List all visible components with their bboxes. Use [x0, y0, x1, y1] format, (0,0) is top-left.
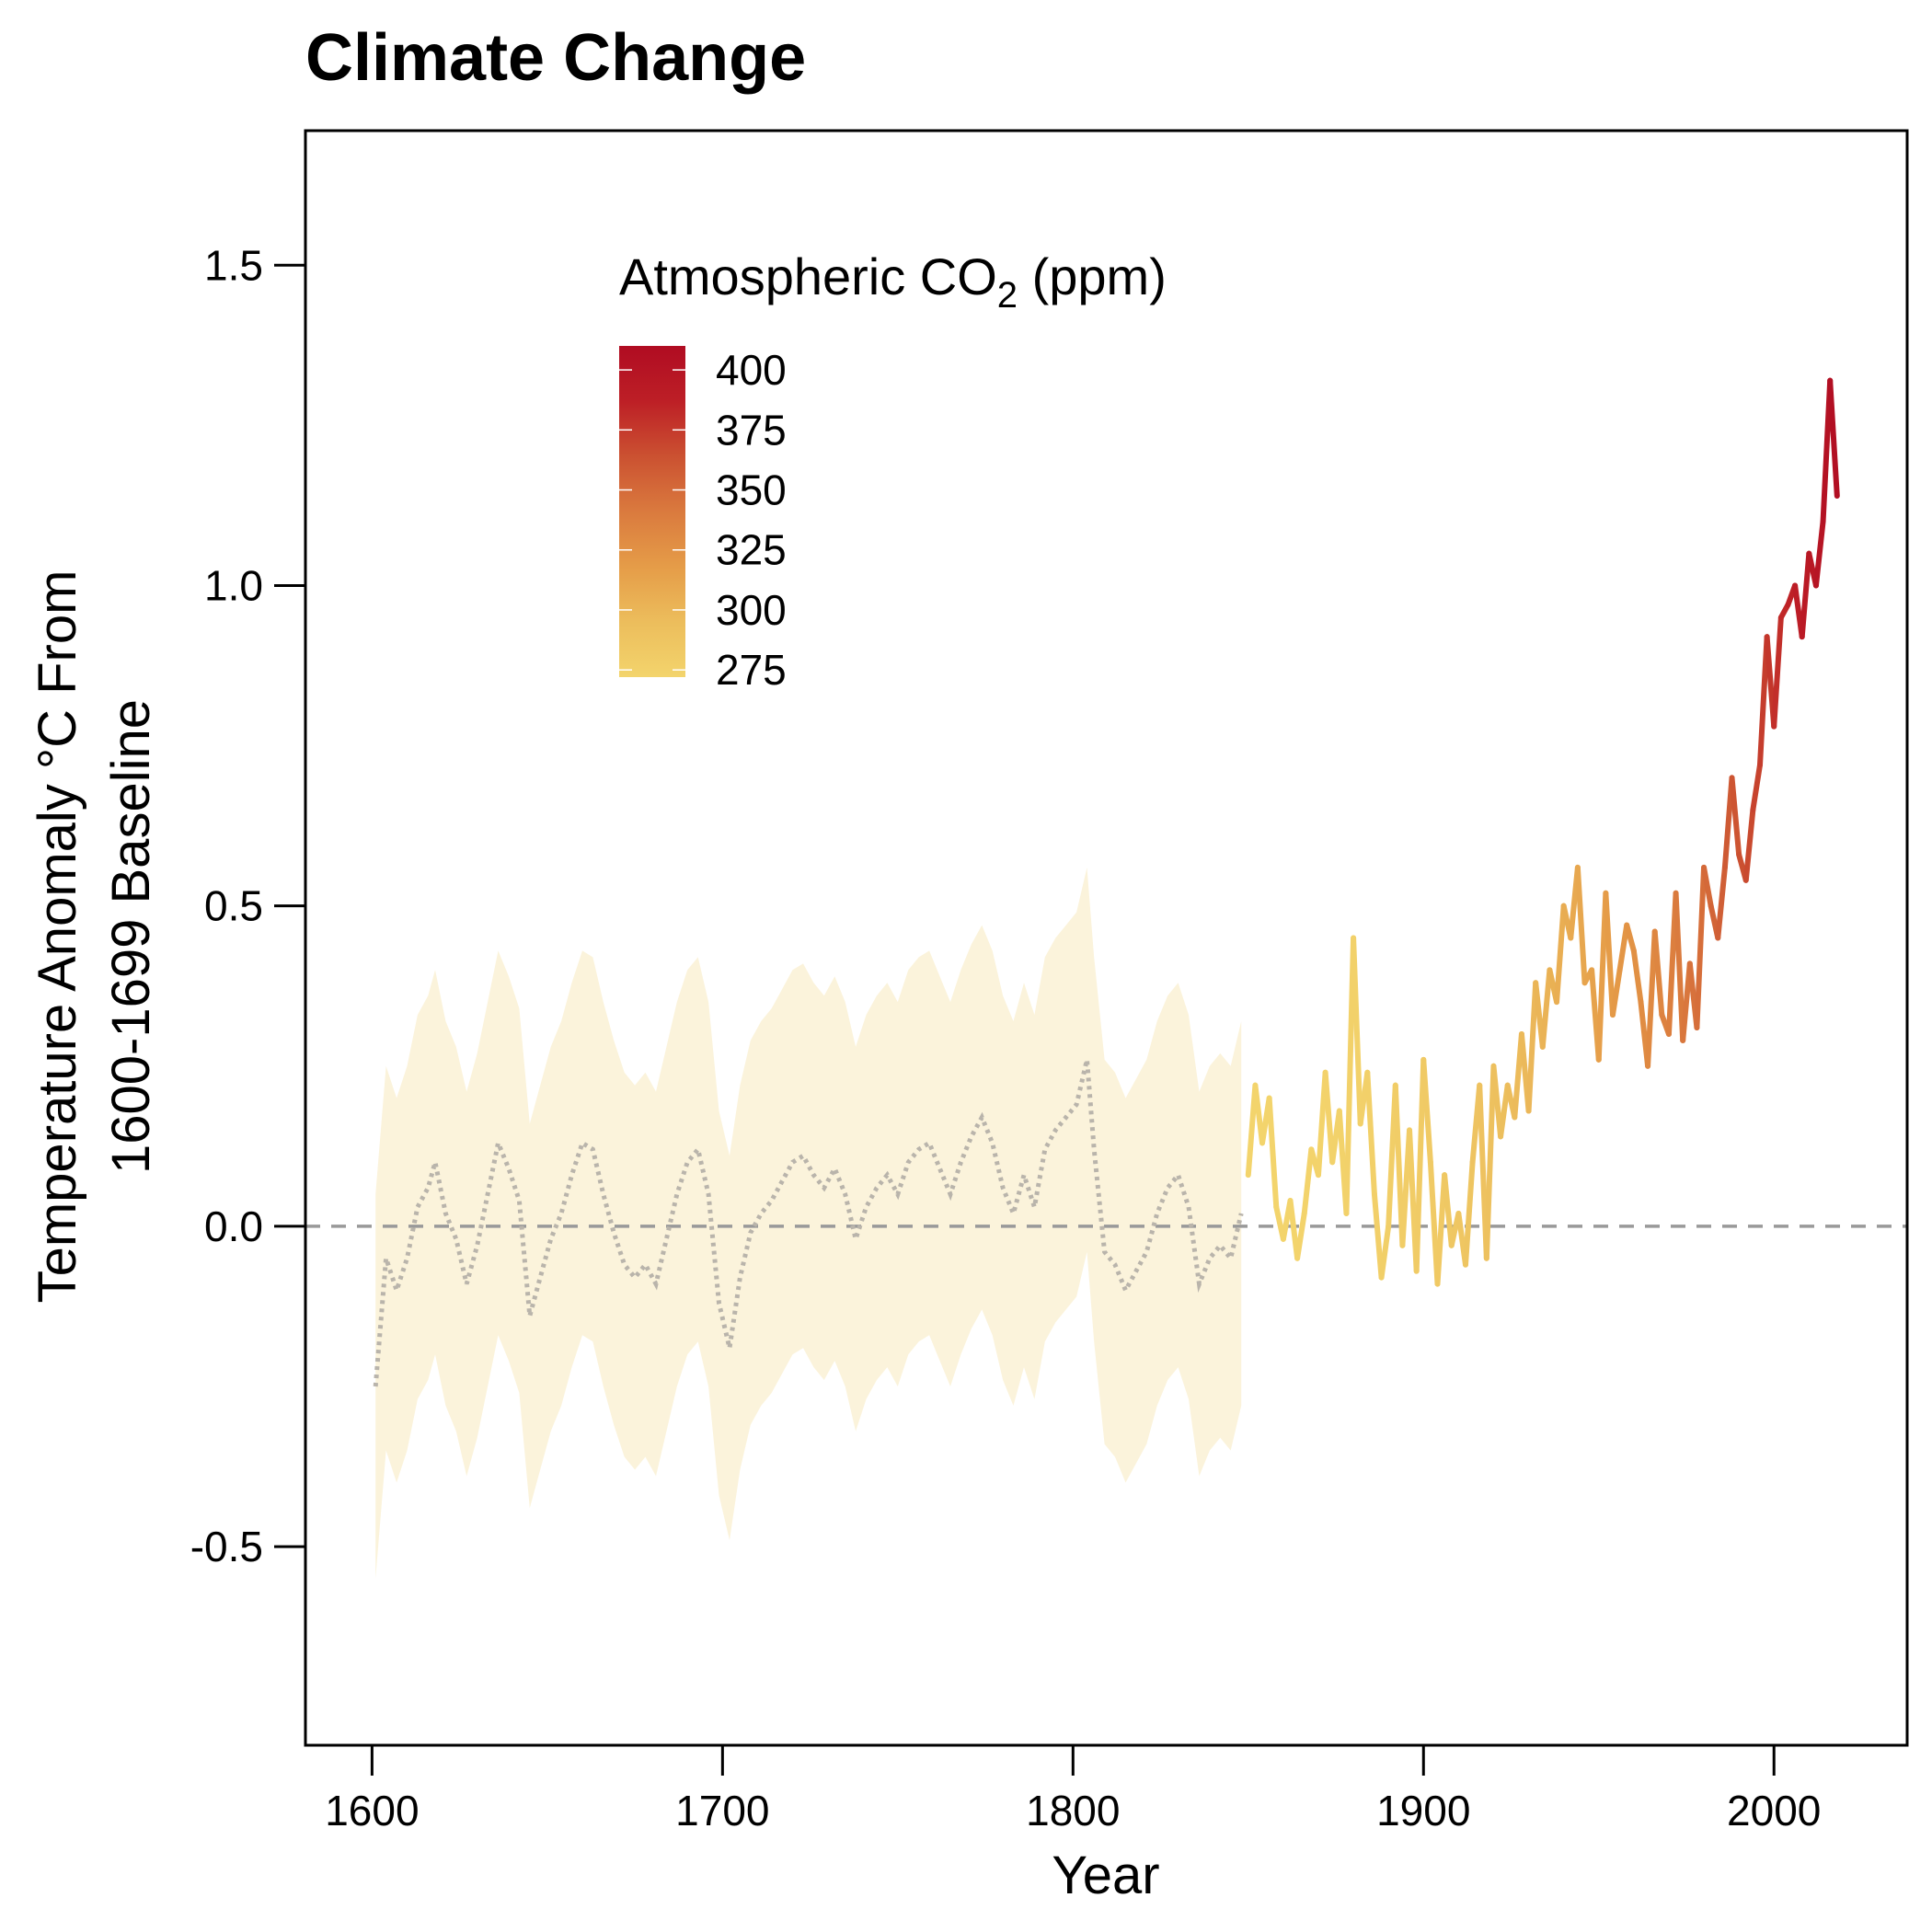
legend-title: Atmospheric CO2 (ppm): [619, 247, 1167, 316]
instrumental-segment: [1301, 1146, 1315, 1216]
instrumental-segment: [1624, 922, 1637, 954]
legend-label: 350: [716, 466, 787, 514]
instrumental-segment: [1378, 1223, 1392, 1281]
chart-title: Climate Change: [305, 21, 806, 95]
plot-area: [305, 377, 1907, 1579]
instrumental-segment: [1294, 1210, 1307, 1261]
y-axis: -0.5 0.0 0.5 1.0 1.5: [190, 241, 305, 1570]
x-tick-label: 1600: [325, 1787, 419, 1834]
y-tick-label: 0.5: [204, 882, 263, 930]
instrumental-segment: [1673, 890, 1686, 1043]
instrumental-segment: [1266, 1095, 1280, 1210]
instrumental-segment: [1827, 377, 1840, 499]
instrumental-segment: [1322, 1069, 1336, 1166]
x-tick-label: 1700: [675, 1787, 769, 1834]
instrumental-segment: [1630, 948, 1644, 1006]
x-axis-title: Year: [1052, 1846, 1159, 1905]
instrumental-segment: [1694, 864, 1708, 1030]
instrumental-segment: [1715, 864, 1728, 941]
instrumental-segment: [1603, 890, 1616, 1018]
y-tick-label: 0.0: [204, 1202, 263, 1250]
instrumental-segment: [1364, 1069, 1377, 1198]
instrumental-segment: [1574, 864, 1588, 986]
instrumental-segment: [1525, 980, 1539, 1114]
legend-label: 275: [716, 646, 787, 694]
instrumental-segment: [1756, 634, 1770, 768]
legend-label: 400: [716, 346, 787, 394]
x-tick-label: 1800: [1026, 1787, 1120, 1834]
instrumental-segment: [1812, 518, 1826, 589]
instrumental-series-line: [1245, 377, 1840, 1287]
legend-title-suffix: (ppm): [1018, 247, 1167, 305]
y-axis-title-line2: 1600-1699 Baseline: [101, 699, 161, 1174]
instrumental-segment: [1645, 928, 1658, 1069]
instrumental-segment: [1392, 1082, 1406, 1248]
y-axis-title: Temperature Anomaly °C From 1600-1699 Ba…: [28, 570, 161, 1304]
instrumental-segment: [1729, 775, 1742, 857]
instrumental-segment: [1434, 1172, 1448, 1287]
instrumental-segment: [1413, 1056, 1427, 1274]
instrumental-segment: [1651, 928, 1665, 1018]
instrumental-segment: [1483, 1063, 1497, 1261]
x-axis: 1600 1700 1800 1900 2000: [325, 1745, 1821, 1834]
instrumental-segment: [1351, 935, 1363, 1127]
instrumental-segment: [1371, 1191, 1385, 1281]
legend-ticks: 400 375 350 325 300 275: [619, 346, 787, 694]
instrumental-segment: [1771, 615, 1784, 730]
instrumental-segment: [1442, 1172, 1455, 1248]
legend-label: 300: [716, 586, 787, 634]
x-tick-label: 2000: [1727, 1787, 1821, 1834]
y-tick-label: 1.0: [204, 561, 263, 609]
reconstruction-series-line: [373, 1059, 1244, 1387]
y-axis-title-line1: Temperature Anomaly °C From: [28, 570, 87, 1304]
legend: Atmospheric CO2 (ppm) 400 375 350 325 300 275: [619, 247, 1167, 694]
legend-colorbar: [619, 346, 685, 677]
y-tick-label: -0.5: [190, 1523, 263, 1570]
instrumental-segment: [1701, 864, 1714, 909]
instrumental-segment: [1539, 967, 1553, 1050]
instrumental-segment: [1616, 922, 1630, 973]
instrumental-segment: [1462, 1159, 1476, 1268]
instrumental-segment: [1609, 967, 1623, 1018]
instrumental-segment: [1498, 1082, 1511, 1140]
instrumental-segment: [1343, 935, 1357, 1216]
y-tick-label: 1.5: [204, 241, 263, 289]
legend-label: 325: [716, 526, 787, 574]
legend-title-subscript: 2: [997, 275, 1018, 316]
instrumental-segment: [1245, 1082, 1259, 1179]
instrumental-segment: [1750, 762, 1763, 813]
x-tick-label: 1900: [1376, 1787, 1470, 1834]
instrumental-segment: [1420, 1056, 1433, 1166]
reconstruction-uncertainty-band: [375, 867, 1242, 1579]
instrumental-segment: [1742, 807, 1756, 883]
instrumental-segment: [1595, 890, 1609, 1063]
instrumental-segment: [1554, 903, 1567, 1006]
instrumental-segment: [1799, 550, 1812, 640]
legend-label: 375: [716, 406, 787, 454]
plot-frame: [304, 129, 1909, 1747]
